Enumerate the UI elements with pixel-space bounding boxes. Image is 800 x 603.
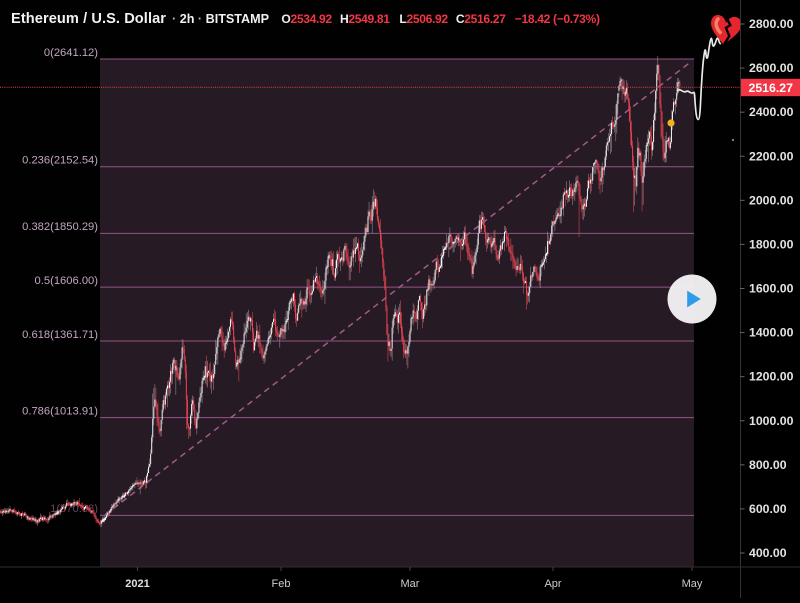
svg-text:H2549.81: H2549.81: [340, 12, 390, 26]
svg-text:2200.00: 2200.00: [749, 149, 794, 163]
svg-text:Apr: Apr: [544, 578, 561, 590]
svg-text:L2506.92: L2506.92: [399, 12, 448, 26]
svg-text:1200.00: 1200.00: [749, 370, 794, 384]
svg-text:Feb: Feb: [272, 578, 291, 590]
svg-text:· 2h · BITSTAMP: · 2h · BITSTAMP: [172, 12, 269, 26]
svg-text:2000.00: 2000.00: [749, 193, 794, 207]
svg-text:Mar: Mar: [401, 578, 420, 590]
svg-text:2021: 2021: [125, 578, 149, 590]
svg-text:2400.00: 2400.00: [749, 105, 794, 119]
svg-text:1600.00: 1600.00: [749, 282, 794, 296]
svg-text:0.382(1850.29): 0.382(1850.29): [22, 221, 98, 233]
svg-text:O2534.92: O2534.92: [281, 12, 332, 26]
svg-text:May: May: [682, 578, 703, 590]
svg-text:1000.00: 1000.00: [749, 414, 794, 428]
svg-text:0.618(1361.71): 0.618(1361.71): [22, 329, 98, 341]
svg-text:0.786(1013.91): 0.786(1013.91): [22, 405, 98, 417]
svg-text:C2516.27: C2516.27: [456, 12, 506, 26]
svg-text:0.236(2152.54): 0.236(2152.54): [22, 155, 98, 167]
svg-text:800.00: 800.00: [749, 458, 787, 472]
svg-text:2800.00: 2800.00: [749, 17, 794, 31]
svg-text:2600.00: 2600.00: [749, 61, 794, 75]
svg-text:400.00: 400.00: [749, 546, 787, 560]
svg-text:Ethereum / U.S. Dollar: Ethereum / U.S. Dollar: [11, 11, 166, 27]
svg-text:−18.42 (−0.73%): −18.42 (−0.73%): [515, 12, 600, 26]
svg-text:0.5(1606.00): 0.5(1606.00): [35, 275, 99, 287]
svg-text:1400.00: 1400.00: [749, 326, 794, 340]
svg-text:1800.00: 1800.00: [749, 237, 794, 251]
svg-text:2516.27: 2516.27: [749, 81, 794, 95]
svg-text:600.00: 600.00: [749, 502, 787, 516]
svg-text:0(2641.12): 0(2641.12): [44, 47, 98, 59]
